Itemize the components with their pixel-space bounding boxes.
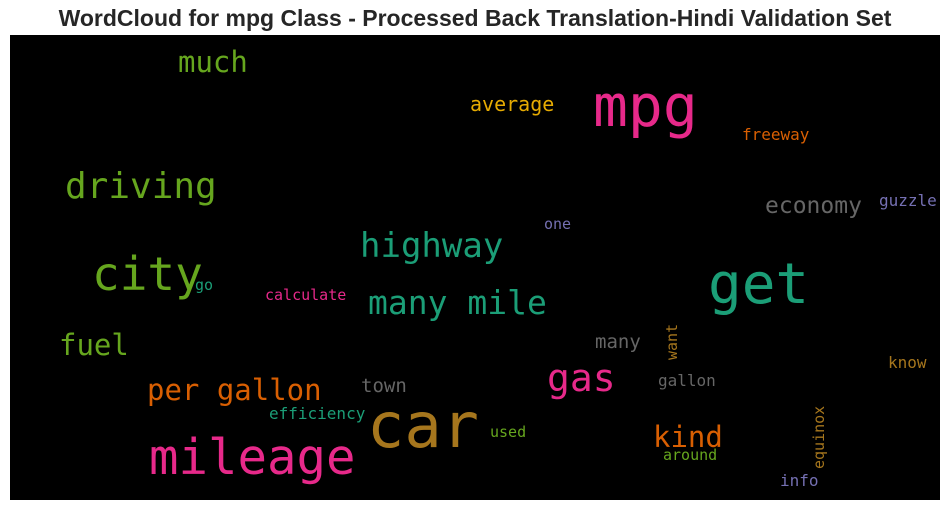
word-per-gallon: per gallon <box>147 373 322 407</box>
word-much: much <box>178 45 248 79</box>
word-guzzle: guzzle <box>879 191 937 210</box>
word-many-mile: many mile <box>368 283 547 322</box>
wordcloud-canvas: car mpg mileage get city driving highway… <box>10 35 940 500</box>
word-go: go <box>195 276 214 294</box>
word-get: get <box>708 252 810 317</box>
word-want: want <box>663 323 681 360</box>
word-car: car <box>367 389 479 462</box>
word-average: average <box>470 92 555 116</box>
word-city: city <box>92 247 203 301</box>
word-calculate: calculate <box>265 286 347 304</box>
word-used: used <box>490 423 527 441</box>
word-know: know <box>888 353 927 372</box>
word-gas: gas <box>547 356 616 400</box>
word-mpg: mpg <box>593 72 698 140</box>
word-info: info <box>780 471 819 490</box>
word-kind: kind <box>653 420 723 454</box>
word-around: around <box>663 446 718 464</box>
word-mileage: mileage <box>149 429 356 486</box>
word-town: town <box>361 375 407 397</box>
word-many: many <box>595 331 641 353</box>
word-efficiency: efficiency <box>269 404 366 423</box>
word-driving: driving <box>65 166 217 207</box>
chart-title: WordCloud for mpg Class - Processed Back… <box>58 5 892 31</box>
word-highway: highway <box>360 226 504 266</box>
word-equinox: equinox <box>810 405 828 469</box>
word-one: one <box>544 215 572 233</box>
word-freeway: freeway <box>742 125 810 144</box>
word-economy: economy <box>765 193 862 219</box>
word-gallon: gallon <box>658 371 716 390</box>
word-fuel: fuel <box>59 328 129 362</box>
